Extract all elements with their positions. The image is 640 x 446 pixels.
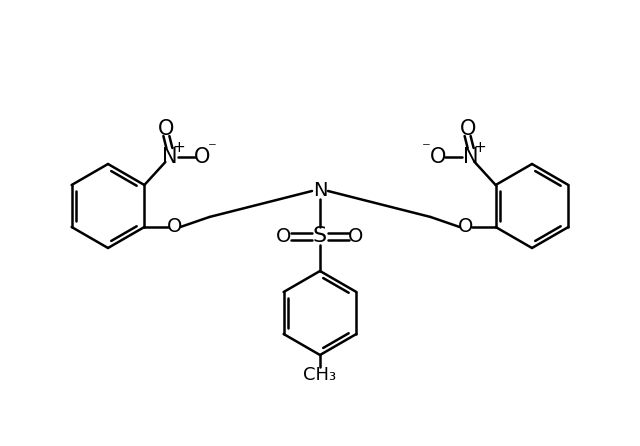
Text: CH₃: CH₃ (303, 366, 337, 384)
Text: O: O (429, 147, 446, 167)
Text: +: + (473, 140, 486, 156)
Text: O: O (166, 218, 182, 236)
Text: O: O (194, 147, 211, 167)
Text: ⁻: ⁻ (422, 139, 431, 157)
Text: O: O (158, 119, 175, 139)
Text: O: O (276, 227, 292, 245)
Text: O: O (458, 218, 474, 236)
Text: O: O (348, 227, 364, 245)
Text: N: N (463, 147, 478, 167)
Text: N: N (162, 147, 177, 167)
Text: S: S (313, 226, 327, 246)
Text: ⁻: ⁻ (208, 139, 217, 157)
Text: O: O (460, 119, 476, 139)
Text: N: N (313, 182, 327, 201)
Text: +: + (172, 140, 185, 156)
